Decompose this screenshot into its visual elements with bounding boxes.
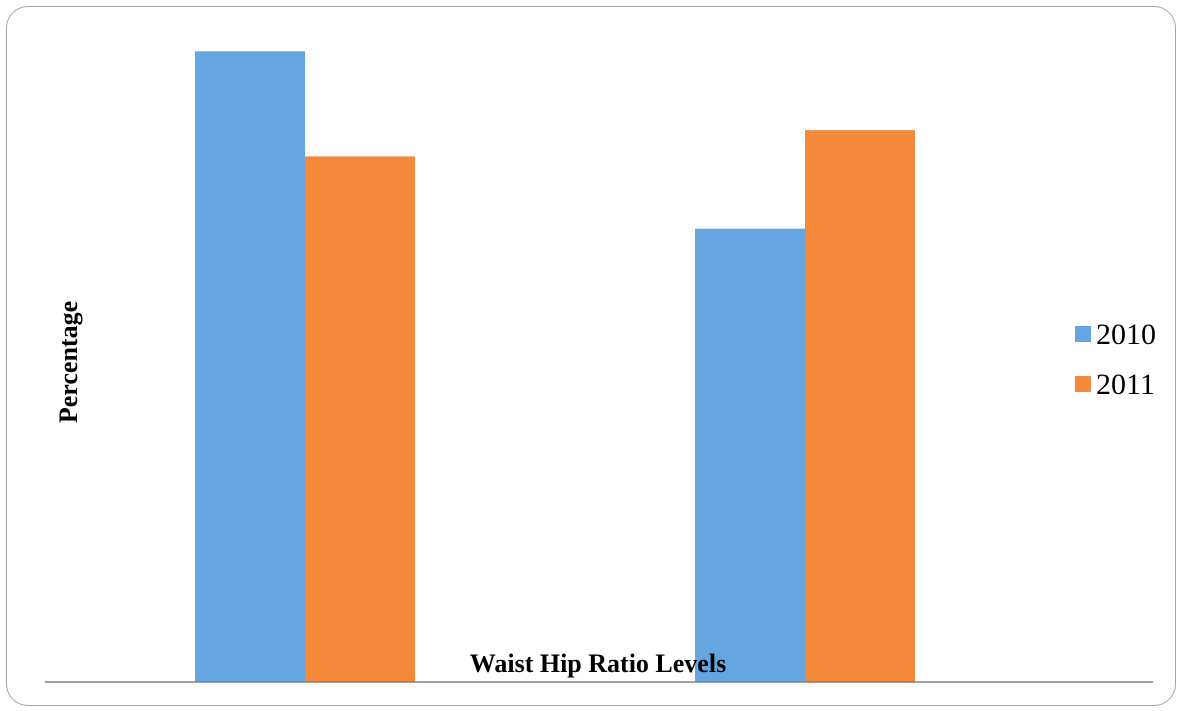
- bar-2011-category-2: [805, 130, 915, 682]
- legend-swatch-2011: [1075, 376, 1091, 392]
- legend-label-2011: 2011: [1096, 368, 1155, 401]
- x-axis-title: Waist Hip Ratio Levels: [470, 649, 726, 678]
- bars-group: [195, 51, 915, 683]
- bar-2010-category-2: [695, 228, 805, 683]
- legend-label-2010: 2010: [1096, 318, 1156, 351]
- legend: 2010 2011: [1075, 318, 1156, 401]
- bar-2011-category-1: [305, 156, 415, 682]
- legend-swatch-2010: [1075, 326, 1091, 342]
- bar-2010-category-1: [195, 51, 305, 682]
- y-axis-title: Percentage: [54, 301, 83, 423]
